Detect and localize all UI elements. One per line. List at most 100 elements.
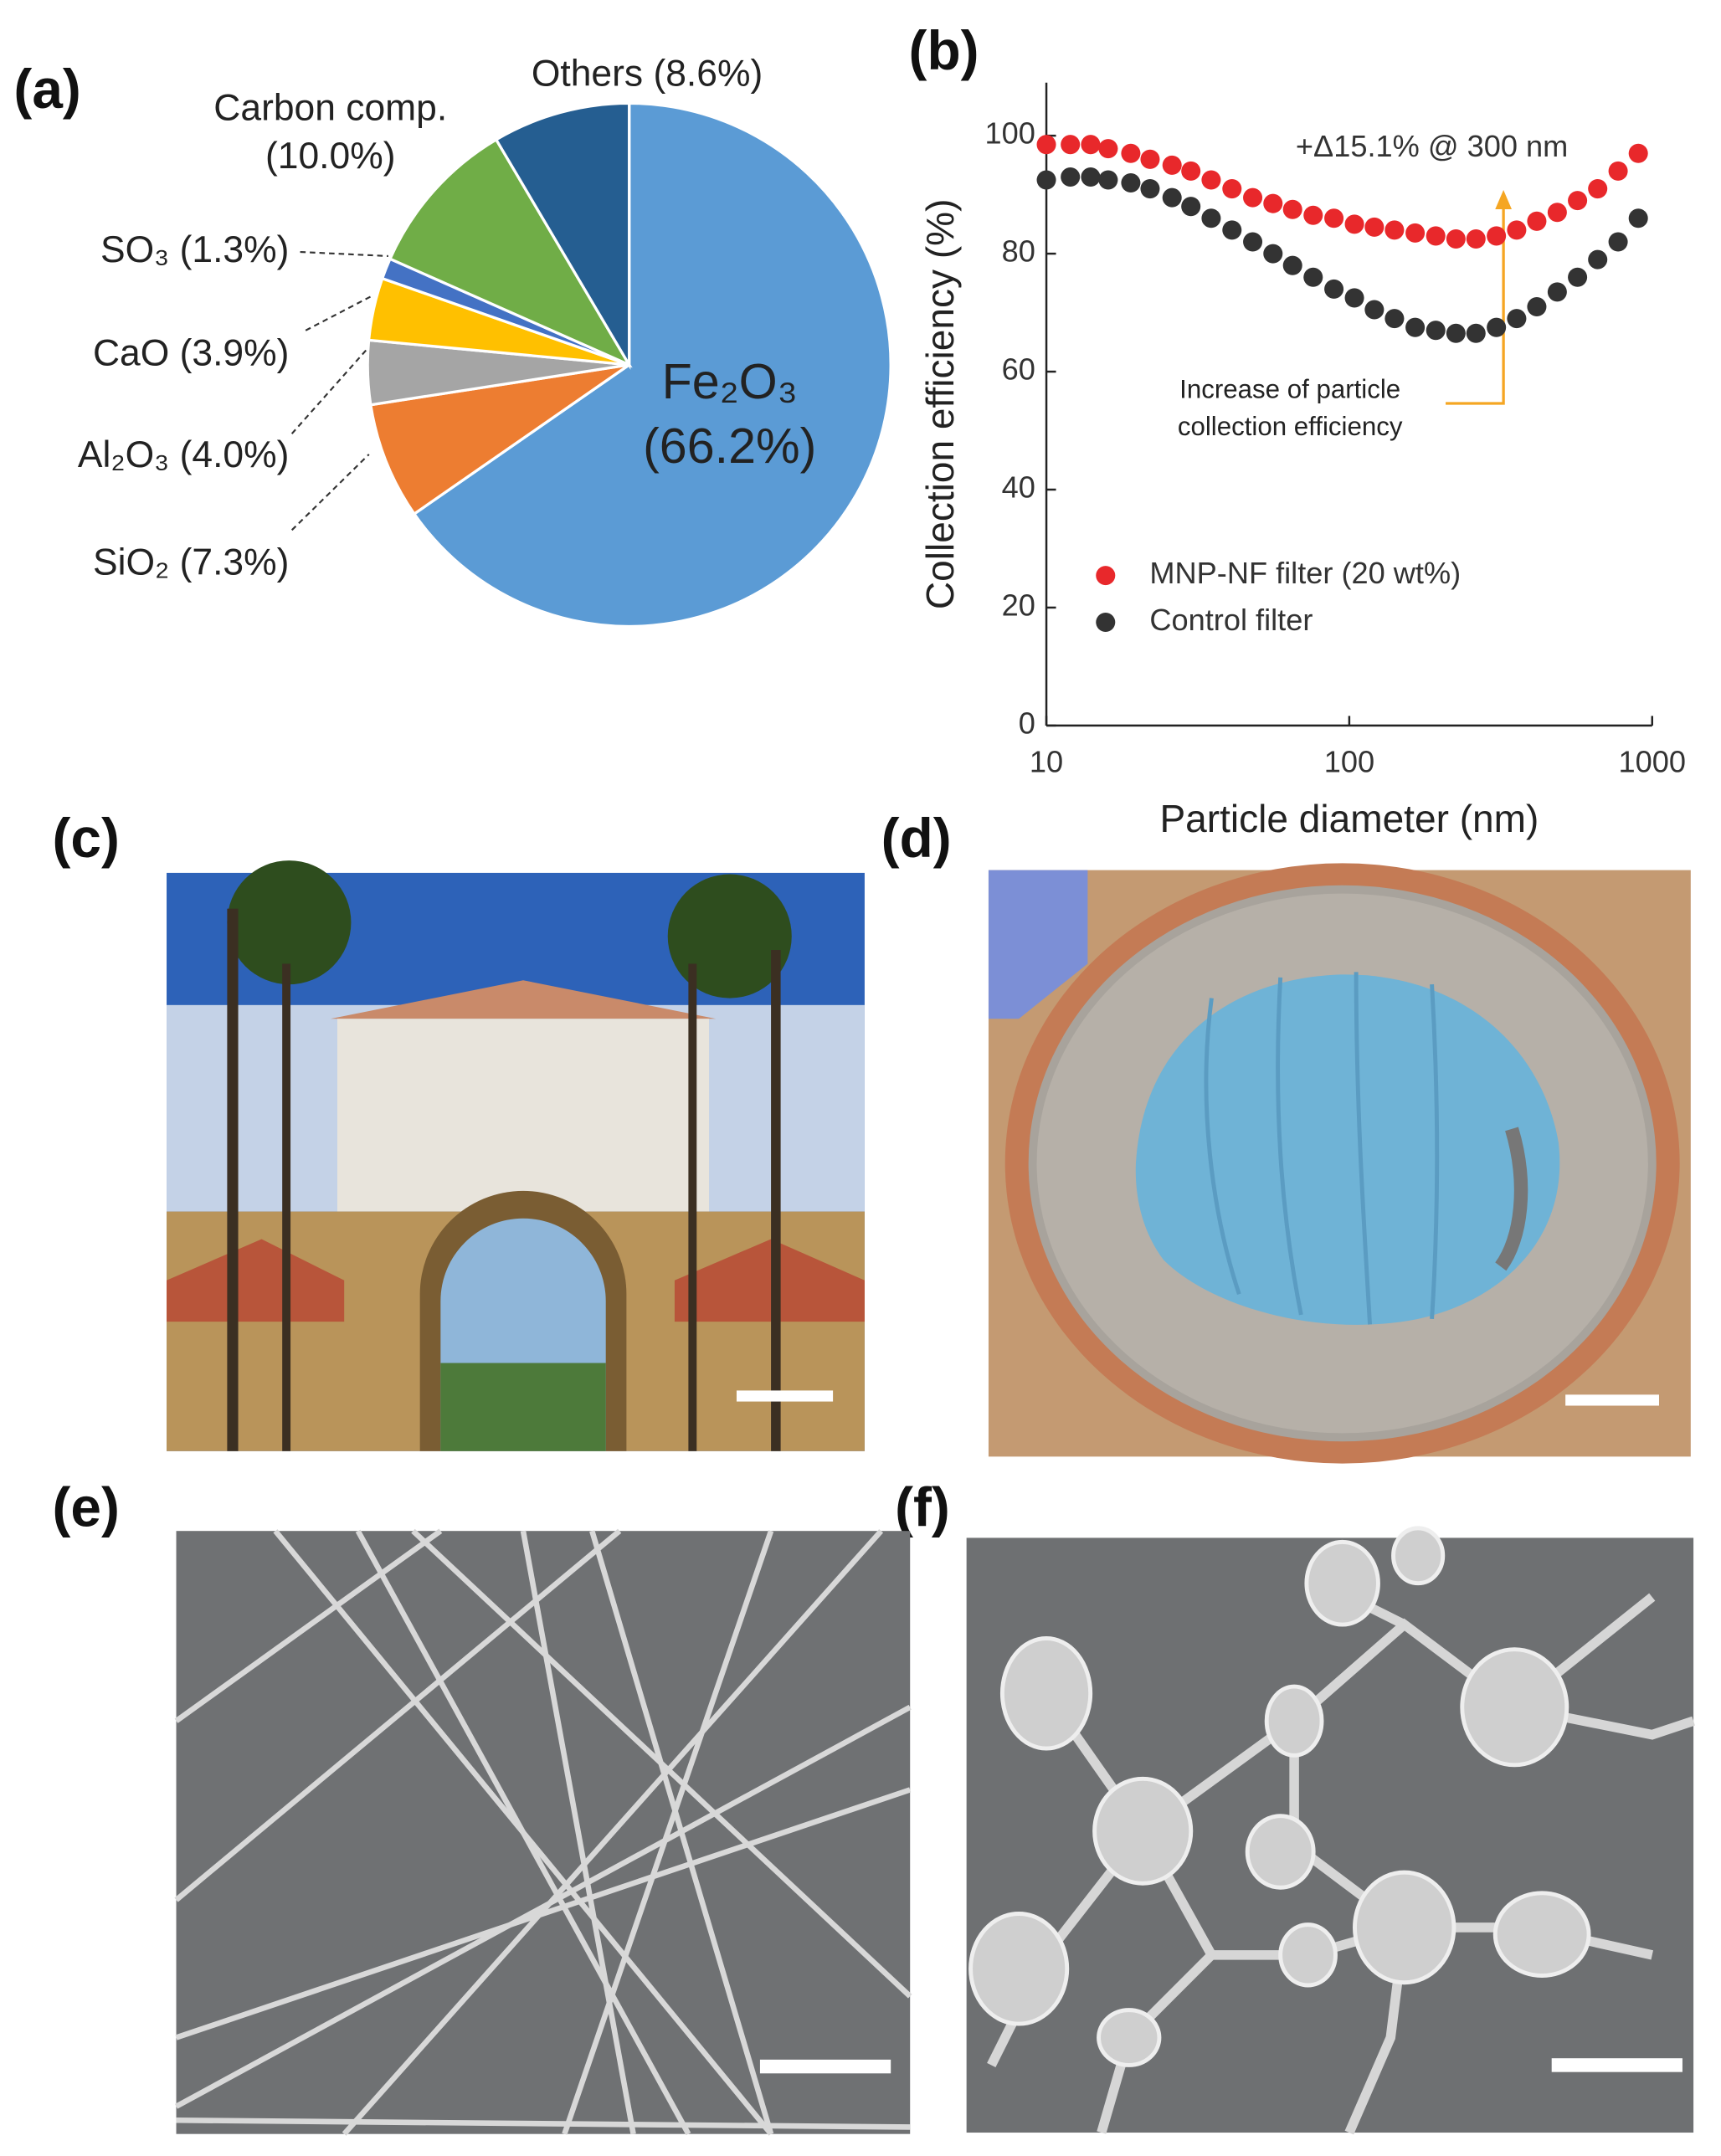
data-point xyxy=(1507,309,1527,329)
annotation: Increase of particle xyxy=(1179,374,1400,403)
pie-slice xyxy=(494,101,631,370)
data-point xyxy=(1588,249,1608,270)
data-point xyxy=(1385,309,1405,329)
data-point xyxy=(1140,149,1160,169)
sem-beads xyxy=(966,1526,1695,2135)
data-point xyxy=(1628,208,1648,228)
data-point xyxy=(1243,187,1263,208)
data-point xyxy=(1324,208,1344,228)
x-tick-label: 1000 xyxy=(1619,745,1686,779)
data-point xyxy=(1446,323,1466,343)
pie-label-name: Al₂O₃ xyxy=(78,434,169,475)
pie-value-label: (4.0%) xyxy=(180,434,290,475)
legend-label: Control filter xyxy=(1149,603,1313,637)
pie-value-label: (8.6%) xyxy=(653,53,763,94)
sem-fibers xyxy=(174,1528,912,2136)
y-tick-label: 40 xyxy=(1002,470,1035,505)
x-tick-label: 10 xyxy=(1030,745,1063,779)
panel-label: (a) xyxy=(13,58,80,120)
data-point xyxy=(1547,203,1567,223)
pie-value-label: (66.2%) xyxy=(643,418,816,474)
pie-slice xyxy=(412,101,892,629)
data-point xyxy=(1364,300,1385,320)
pie-label: Carbon comp. xyxy=(213,87,447,128)
y-tick-label: 0 xyxy=(1019,706,1035,740)
data-point xyxy=(1162,187,1182,208)
data-point xyxy=(1385,220,1405,240)
data-point xyxy=(1222,179,1242,199)
legend-marker xyxy=(1096,566,1116,586)
data-point xyxy=(1608,161,1628,181)
data-point xyxy=(1487,317,1507,337)
pie-label: SO₃ (1.3%) xyxy=(100,229,289,270)
legend-label: MNP-NF filter (20 wt%) xyxy=(1149,556,1461,590)
pie-label: SiO₂ (7.3%) xyxy=(93,542,289,583)
data-point xyxy=(1547,282,1567,302)
data-point xyxy=(1568,267,1588,287)
data-point xyxy=(1344,288,1364,308)
data-point xyxy=(1181,161,1201,181)
pie-label: Fe₂O₃ xyxy=(662,353,798,409)
data-point xyxy=(1121,143,1141,163)
scale-bar xyxy=(736,1390,834,1402)
data-point xyxy=(1263,244,1283,264)
data-point xyxy=(1243,232,1263,252)
data-point xyxy=(1222,220,1242,240)
data-point xyxy=(1507,220,1527,240)
data-point xyxy=(1263,193,1283,213)
pie-label-name: CaO xyxy=(93,332,169,373)
data-point xyxy=(1426,321,1446,341)
data-point xyxy=(1081,167,1101,187)
y-tick-label: 80 xyxy=(1002,234,1035,269)
scale-bar xyxy=(1551,2058,1682,2072)
data-point xyxy=(1081,135,1101,155)
data-point xyxy=(1405,223,1426,243)
data-point xyxy=(1466,228,1486,249)
annotation-arrow xyxy=(1446,190,1512,405)
data-point xyxy=(1324,279,1344,299)
panel-label: (d) xyxy=(881,807,952,869)
y-axis-label: Collection efficiency (%) xyxy=(918,199,962,610)
y-tick-label: 20 xyxy=(1002,588,1035,622)
data-point xyxy=(1527,296,1547,317)
annotation: collection efficiency xyxy=(1178,412,1403,441)
x-axis-label: Particle diameter (nm) xyxy=(1159,797,1539,840)
x-tick-label: 100 xyxy=(1324,745,1374,779)
data-point xyxy=(1608,232,1628,252)
data-point xyxy=(1303,205,1323,225)
panel-label: (f) xyxy=(895,1476,950,1538)
panel-label: (e) xyxy=(53,1476,120,1538)
leader-lines xyxy=(290,250,388,531)
data-point xyxy=(1036,170,1056,190)
data-point xyxy=(1282,255,1302,275)
data-point xyxy=(1487,226,1507,246)
data-point xyxy=(1466,323,1486,343)
scale-bar xyxy=(1565,1394,1659,1406)
data-point xyxy=(1201,208,1221,228)
pie-value-label: (10.0%) xyxy=(265,136,395,177)
data-point xyxy=(1036,135,1056,155)
data-point xyxy=(1061,135,1081,155)
annotation: +Δ15.1% @ 300 nm xyxy=(1296,129,1568,163)
y-tick-label: 100 xyxy=(985,116,1035,151)
panel-label: (c) xyxy=(53,807,120,869)
data-point xyxy=(1061,167,1081,187)
scale-bar xyxy=(759,2059,891,2074)
pie-label-name: SO₃ xyxy=(100,229,169,270)
data-point xyxy=(1426,226,1446,246)
data-point xyxy=(1364,217,1385,237)
data-point xyxy=(1121,172,1141,193)
data-point xyxy=(1344,214,1364,234)
data-point xyxy=(1446,228,1466,249)
data-point xyxy=(1282,199,1302,219)
data-point xyxy=(1098,170,1118,190)
photo-mask xyxy=(988,863,1691,1464)
data-point xyxy=(1588,179,1608,199)
pie-slice xyxy=(368,363,630,516)
data-point xyxy=(1140,179,1160,199)
data-point xyxy=(1527,211,1547,231)
pie-value-label: (1.3%) xyxy=(180,229,290,270)
pie-slice xyxy=(388,137,633,368)
pie-label: Others (8.6%) xyxy=(532,53,763,94)
